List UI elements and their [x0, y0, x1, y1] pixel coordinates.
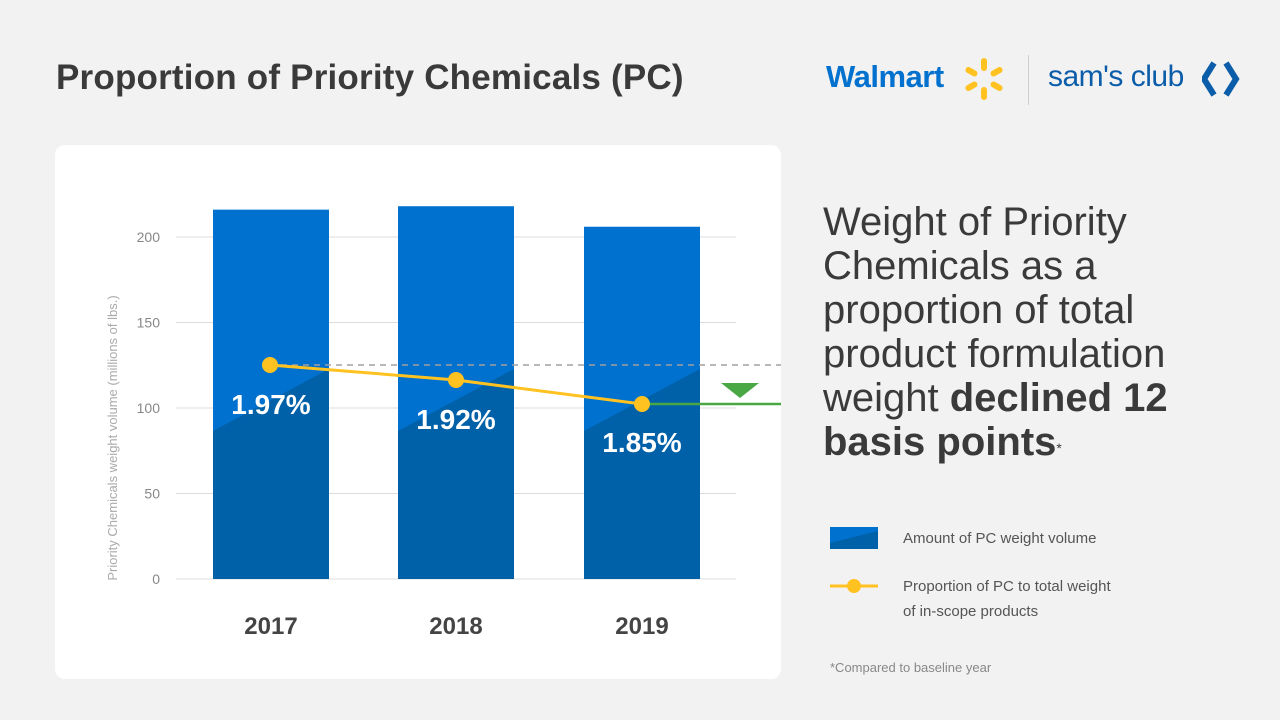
sams-club-diamond-icon — [1202, 61, 1240, 97]
bar-line-chart: 0 50 100 150 200 Priority Chemicals weight vo… — [105, 206, 781, 640]
spark-ray — [965, 67, 978, 77]
line-marker-swatch-icon — [830, 579, 878, 593]
y-tick-label: 50 — [144, 486, 160, 502]
spark-ray — [981, 87, 987, 100]
logo-divider — [1028, 55, 1029, 105]
headline-statement: Weight of Priority Chemicals as a propor… — [823, 200, 1263, 464]
y-tick-label: 100 — [137, 400, 161, 416]
spark-ray — [965, 81, 978, 91]
spark-ray — [990, 81, 1003, 91]
bar-shade — [398, 369, 514, 579]
proportion-point — [448, 372, 464, 388]
legend-line-label-2: of in-scope products — [903, 603, 1039, 620]
x-tick-label: 2017 — [244, 613, 297, 640]
footnote: *Compared to baseline year — [830, 660, 992, 675]
sams-club-logo-text: sam's club — [1048, 60, 1184, 93]
headline-prefix: Weight of Priority Chemicals as a propor… — [823, 200, 1166, 420]
walmart-logo-text: Walmart — [826, 59, 944, 94]
proportion-point — [262, 357, 278, 373]
legend-bar-label: Amount of PC weight volume — [903, 530, 1097, 547]
proportion-data-label: 1.97% — [231, 389, 310, 420]
bar-shade — [584, 369, 700, 579]
decline-arrow-icon — [721, 383, 759, 398]
headline-footnote-marker: * — [1056, 440, 1062, 456]
y-tick-label: 150 — [137, 315, 161, 331]
spark-ray — [981, 58, 987, 71]
y-tick-label: 200 — [137, 229, 161, 245]
bar-swatch-icon — [830, 527, 878, 549]
x-tick-label: 2018 — [429, 613, 482, 640]
walmart-spark-icon — [965, 58, 1003, 100]
page-title: Proportion of Priority Chemicals (PC) — [56, 58, 684, 97]
brand-logos: Walmart sam's club — [826, 52, 1246, 108]
legend-line-label-1: Proportion of PC to total weight — [903, 578, 1111, 595]
proportion-data-label: 1.92% — [416, 404, 495, 435]
x-tick-label: 2019 — [615, 613, 668, 640]
y-axis-title: Priority Chemicals weight volume (millio… — [105, 295, 120, 580]
bar-shade — [213, 369, 329, 579]
spark-ray — [990, 67, 1003, 77]
headline-emphasis: declined 12 basis points — [823, 376, 1168, 464]
proportion-data-label: 1.85% — [602, 427, 681, 458]
y-tick-label: 0 — [152, 571, 160, 587]
proportion-point — [634, 396, 650, 412]
